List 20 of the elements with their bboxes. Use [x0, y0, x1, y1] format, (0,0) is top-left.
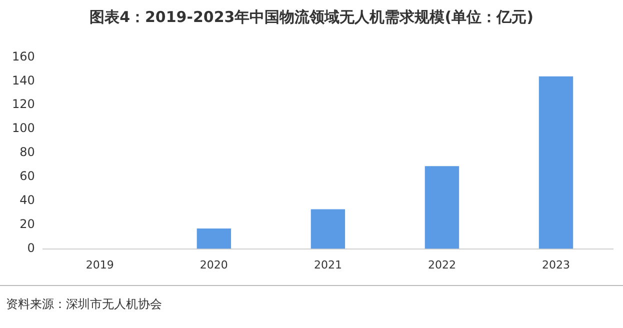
bar	[424, 166, 460, 249]
y-tick-label: 160	[12, 49, 35, 64]
x-tick-label: 2023	[542, 258, 570, 272]
y-tick-label: 20	[20, 216, 35, 231]
bar	[538, 76, 574, 249]
x-tick-label: 2022	[428, 258, 456, 272]
bar	[310, 209, 346, 249]
y-tick-label: 60	[20, 169, 35, 184]
y-tick-label: 40	[20, 193, 35, 208]
x-tick-label: 2019	[86, 258, 114, 272]
x-tick-label: 2020	[200, 258, 228, 272]
text: 资料来源：深圳市无人机协会	[6, 296, 162, 313]
bar	[196, 228, 232, 249]
y-tick-label: 0	[27, 240, 35, 255]
x-tick-label: 2021	[314, 258, 342, 272]
y-tick-label: 120	[12, 97, 35, 112]
chart-title: 图表4：2019-2023年中国物流领域无人机需求规模(单位：亿元)	[88, 8, 534, 27]
y-tick-label: 80	[20, 145, 35, 160]
y-tick-label: 100	[12, 121, 35, 136]
y-tick-label: 140	[12, 73, 35, 88]
